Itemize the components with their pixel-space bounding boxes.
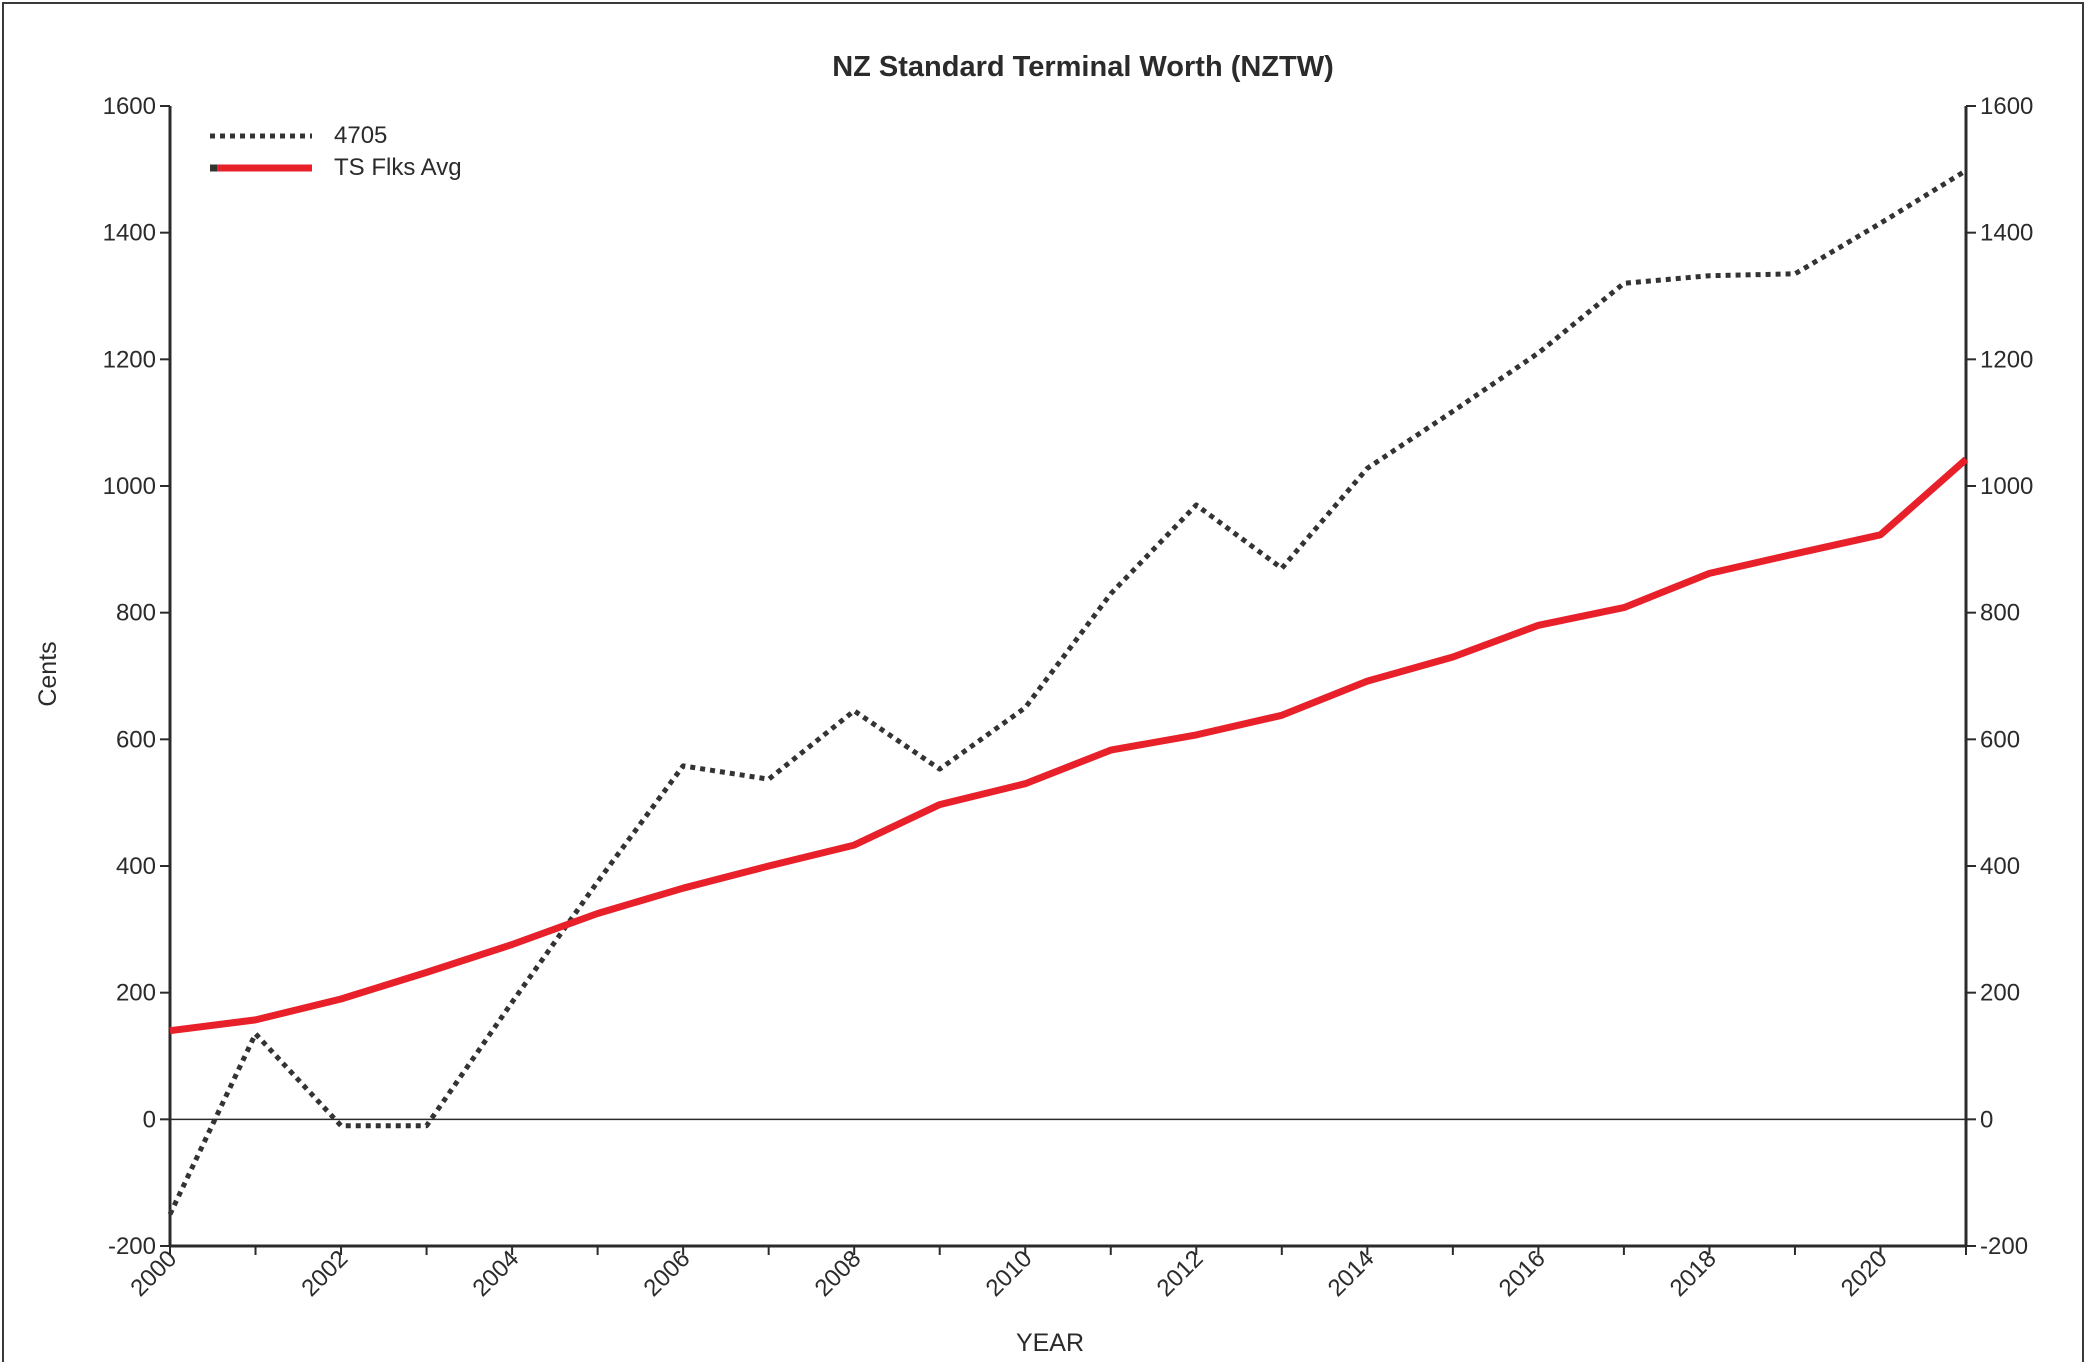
y-tick-label-left: 1200 <box>103 346 156 373</box>
y-tick-label-left: 0 <box>143 1106 156 1133</box>
series-line-dotted <box>167 168 1968 1216</box>
y-tick-label-right: 0 <box>1980 1106 1993 1133</box>
x-tick-label: 2018 <box>1665 1245 1722 1302</box>
legend-label: TS Flks Avg <box>334 154 462 181</box>
y-tick-label-right: 1600 <box>1980 93 2033 120</box>
y-tick-label-right: 1000 <box>1980 473 2033 500</box>
line-chart: NZ Standard Terminal Worth (NZTW) Cents … <box>34 51 2034 1357</box>
y-tick-label-right: 600 <box>1980 726 2020 753</box>
series-line-solid <box>169 456 1969 1035</box>
y-tick-label-left: 1000 <box>103 473 156 500</box>
x-tick-label: 2006 <box>639 1245 696 1302</box>
y-axis-title: Cents <box>34 641 62 706</box>
x-tick-label: 2016 <box>1494 1245 1551 1302</box>
y-tick-label-right: -200 <box>1980 1233 2028 1260</box>
x-tick-label: 2008 <box>810 1245 867 1302</box>
y-tick-label-right: 200 <box>1980 980 2020 1007</box>
legend-swatch-cap <box>210 164 217 172</box>
x-tick-label: 2014 <box>1323 1245 1380 1302</box>
legend-label: 4705 <box>334 122 387 149</box>
y-tick-label-right: 1400 <box>1980 220 2033 247</box>
chart-title: NZ Standard Terminal Worth (NZTW) <box>832 51 1334 83</box>
y-tick-label-left: -200 <box>108 1233 156 1260</box>
x-tick-label: 2004 <box>467 1245 524 1302</box>
series-layer <box>167 168 1969 1216</box>
y-tick-label-left: 400 <box>116 853 156 880</box>
y-tick-label-left: 1400 <box>103 220 156 247</box>
y-tick-label-left: 800 <box>116 600 156 627</box>
x-tick-label: 2012 <box>1152 1245 1209 1302</box>
y-tick-label-left: 600 <box>116 726 156 753</box>
y-tick-label-left: 200 <box>116 980 156 1007</box>
x-tick-label: 2010 <box>981 1245 1038 1302</box>
axes: -200 -200 0 0 200 200 400 400 600 600 800 800 1000 10… <box>103 93 2034 1302</box>
legend: 4705 TS Flks Avg <box>210 122 462 181</box>
y-tick-label-left: 1600 <box>103 93 156 120</box>
x-tick-label: 2020 <box>1836 1245 1893 1302</box>
y-tick-label-right: 800 <box>1980 600 2020 627</box>
y-tick-label-right: 400 <box>1980 853 2020 880</box>
y-tick-label-right: 1200 <box>1980 346 2033 373</box>
x-tick-label: 2002 <box>296 1245 353 1302</box>
x-axis-title: YEAR <box>1016 1329 1084 1357</box>
